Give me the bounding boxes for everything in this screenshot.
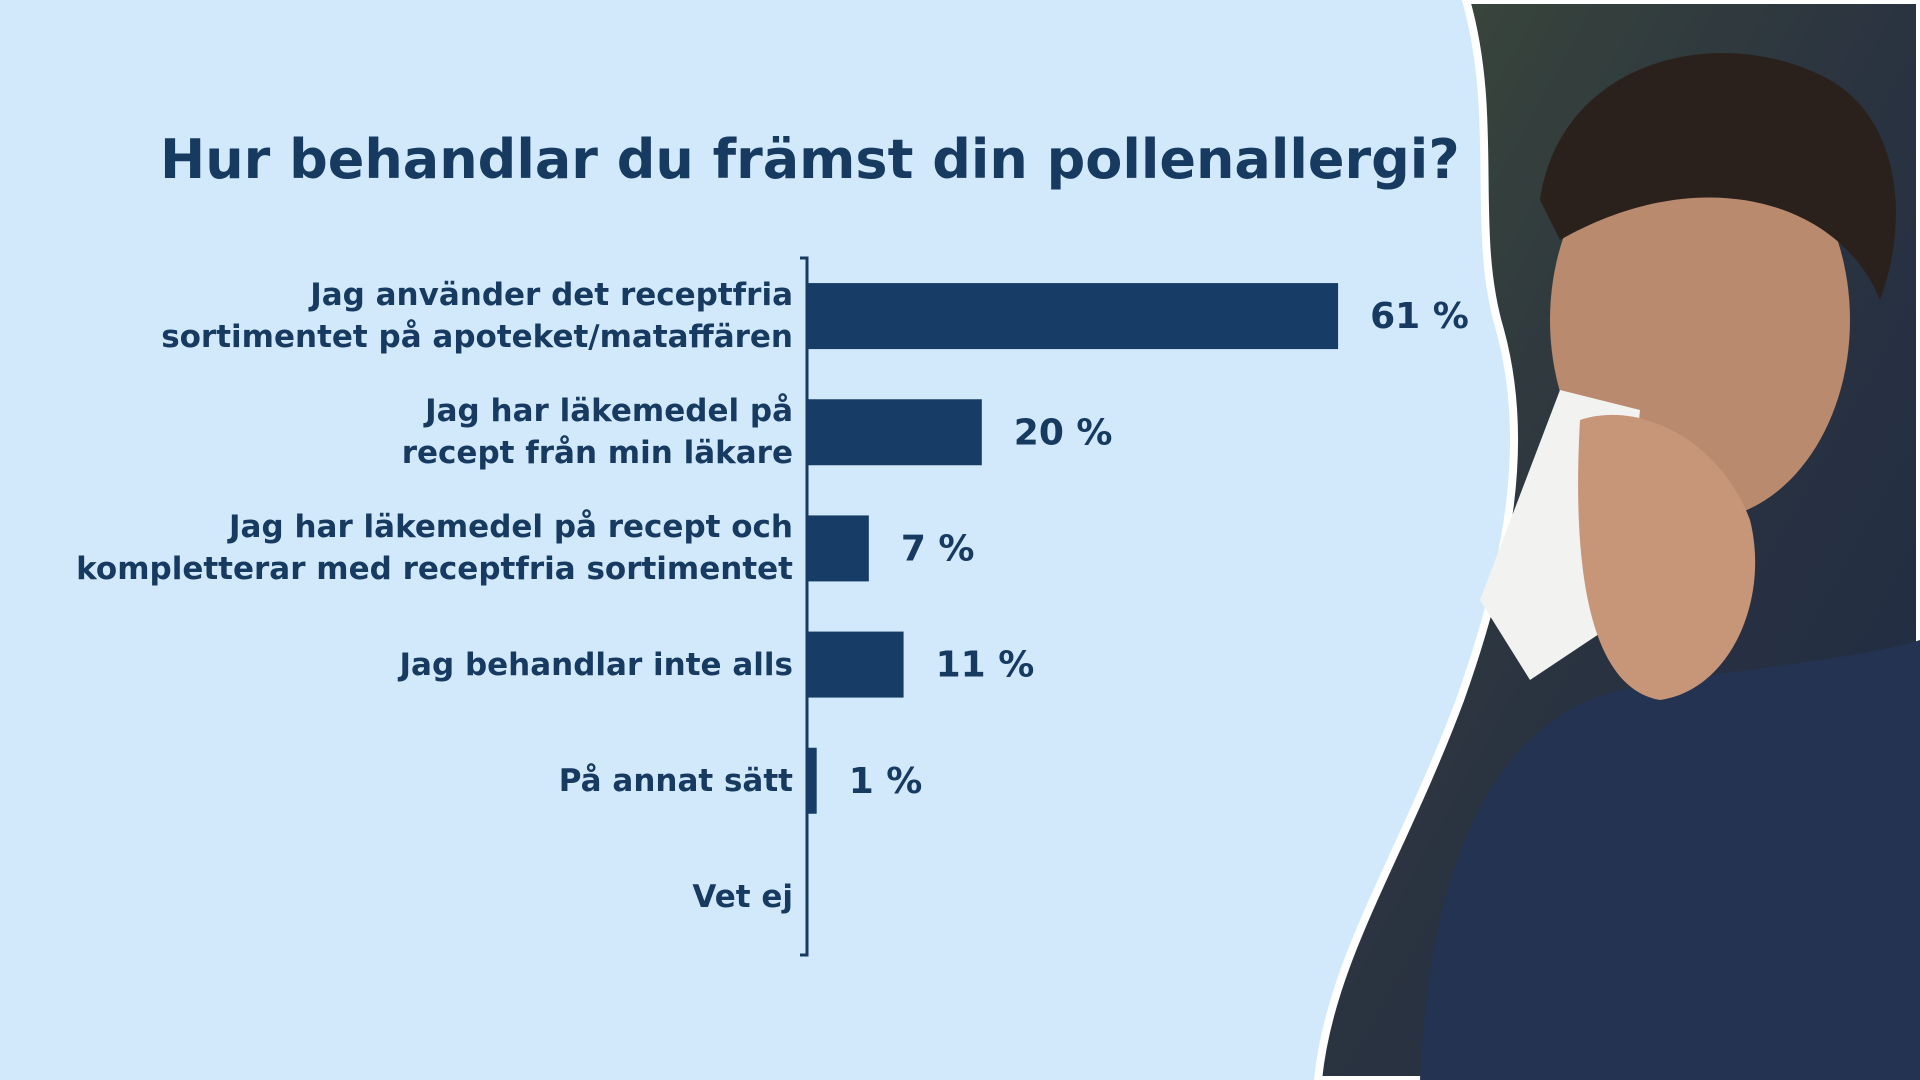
category-label: Jag behandlar inte alls bbox=[399, 646, 793, 683]
value-label: 7 % bbox=[901, 528, 975, 569]
bar bbox=[808, 747, 817, 814]
value-label: 11 % bbox=[936, 645, 1035, 686]
axis-line bbox=[800, 256, 809, 957]
category-label: Jag har läkemedel på recept från min läk… bbox=[401, 393, 793, 472]
bar bbox=[808, 399, 982, 466]
category-label: Vet ej bbox=[692, 878, 793, 915]
bar bbox=[808, 515, 869, 582]
value-label: 1 % bbox=[849, 761, 923, 802]
photo-hair bbox=[1540, 53, 1896, 300]
bar bbox=[808, 631, 904, 698]
chart-title: Hur behandlar du främst din pollenallerg… bbox=[160, 128, 1460, 191]
bar bbox=[808, 283, 1339, 350]
value-label: 20 % bbox=[1014, 412, 1113, 453]
photo-hand bbox=[1578, 414, 1756, 700]
category-label: Jag använder det receptfria sortimentet … bbox=[161, 277, 793, 356]
value-label: 61 % bbox=[1370, 296, 1469, 337]
category-label: Jag har läkemedel på recept och komplett… bbox=[76, 509, 793, 588]
photo-sweater bbox=[1420, 640, 1920, 1080]
category-label: På annat sätt bbox=[558, 762, 793, 799]
